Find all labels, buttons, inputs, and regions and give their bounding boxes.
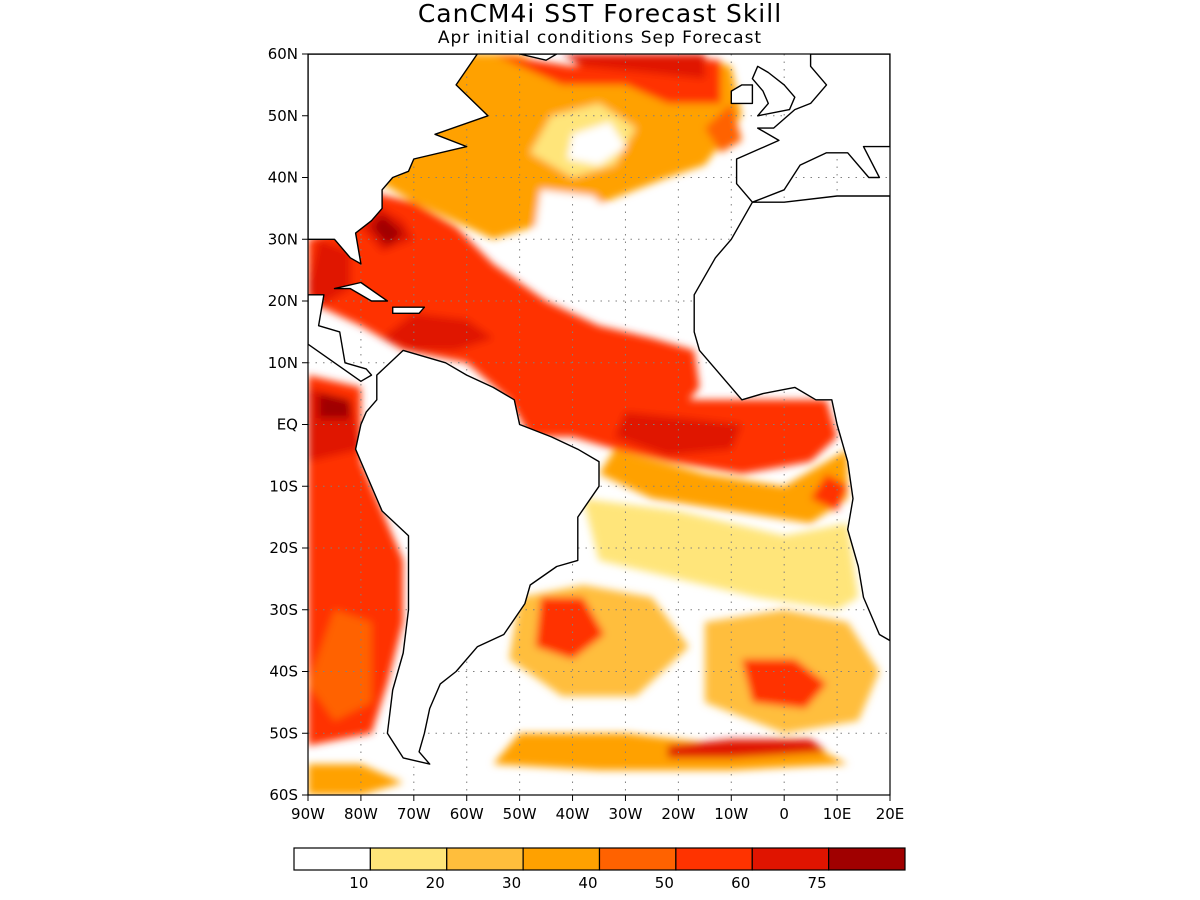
- chart-subtitle: Apr initial conditions Sep Forecast: [437, 28, 763, 48]
- north-america-landmass: [308, 54, 489, 265]
- lat-tick-label: 30N: [268, 230, 298, 248]
- lat-tick-label: 20N: [268, 292, 298, 310]
- skill-region-5: [567, 121, 626, 166]
- skill-region-11: [382, 313, 494, 351]
- colorbar-label: 10: [349, 874, 368, 892]
- hispaniola-landmass: [392, 306, 426, 314]
- skill-region-14: [599, 449, 848, 524]
- colorbar-label: 30: [502, 874, 521, 892]
- colorbar-label: 20: [426, 874, 445, 892]
- lat-tick-label: 10S: [269, 477, 298, 495]
- lon-tick-label: 40W: [556, 805, 590, 823]
- colorbar-swatch-2: [446, 847, 524, 871]
- skill-region-9: [371, 214, 404, 246]
- ireland-landmass: [730, 84, 754, 105]
- lat-tick-label: EQ: [277, 416, 298, 434]
- colorbar: 10 20 30 40 50 60 75: [293, 847, 906, 892]
- greenland-tip-landmass: [518, 54, 558, 61]
- coastlines: [308, 54, 890, 765]
- skill-region-25: [667, 739, 827, 758]
- map-axes: 60N 50N 40N 30N 20N 10N EQ 10S 20S 30S 40S 50S 60S90…: [268, 45, 905, 823]
- lon-tick-label: 10W: [714, 805, 748, 823]
- lat-tick-label: 50S: [269, 724, 298, 742]
- skill-region-18: [318, 393, 351, 419]
- lon-tick-label: 60W: [450, 805, 484, 823]
- skill-region-6: [535, 189, 615, 240]
- skill-region-7: [308, 189, 700, 437]
- mexico-central-america-landmass: [308, 294, 373, 382]
- lon-tick-label: 10E: [823, 805, 852, 823]
- lat-tick-label: 30S: [269, 601, 298, 619]
- lat-tick-label: 20S: [269, 539, 298, 557]
- skill-region-19: [308, 609, 372, 721]
- skill-region-27: [810, 473, 848, 511]
- colorbar-swatch-6: [751, 847, 830, 871]
- south-america-landmass: [354, 349, 600, 765]
- colorbar-swatch-0: [293, 847, 371, 871]
- lat-tick-label: 60N: [268, 45, 298, 63]
- lon-tick-label: 90W: [291, 805, 325, 823]
- colorbar-label: 75: [808, 874, 827, 892]
- lon-tick-label: 80W: [344, 805, 378, 823]
- lon-tick-label: 0: [779, 805, 789, 823]
- skill-region-26: [308, 764, 404, 795]
- skill-region-21: [535, 597, 605, 660]
- colorbar-swatch-4: [598, 847, 677, 871]
- colorbar-label: 60: [731, 874, 750, 892]
- chart-title: CanCM4i SST Forecast Skill: [417, 0, 783, 28]
- skill-region-15: [583, 498, 859, 610]
- skill-region-3: [704, 103, 742, 153]
- colorbar-swatch-3: [522, 847, 601, 871]
- colorbar-swatch-7: [828, 847, 906, 871]
- lat-tick-label: 60S: [269, 786, 298, 804]
- colorbar-swatch-5: [675, 847, 753, 871]
- lon-tick-label: 70W: [397, 805, 431, 823]
- africa-landmass: [693, 195, 890, 642]
- skill-region-23: [741, 659, 827, 709]
- skill-region-20: [509, 585, 689, 697]
- skill-region-13: [614, 412, 742, 456]
- lat-tick-label: 40N: [268, 169, 298, 187]
- colorbar-swatch-1: [369, 847, 448, 871]
- colorbar-label: 50: [655, 874, 674, 892]
- lon-tick-label: 20E: [876, 805, 905, 823]
- lat-tick-label: 50N: [268, 107, 298, 125]
- cuba-landmass: [333, 281, 389, 302]
- lon-tick-label: 30W: [608, 805, 642, 823]
- colorbar-label: 40: [578, 874, 597, 892]
- great-britain-landmass: [751, 65, 796, 117]
- lon-tick-label: 20W: [661, 805, 695, 823]
- lat-tick-label: 40S: [269, 663, 298, 681]
- lon-tick-label: 50W: [503, 805, 537, 823]
- lat-tick-label: 10N: [268, 354, 298, 372]
- europe-landmass: [735, 54, 890, 203]
- skill-region-10: [308, 239, 351, 308]
- skill-region-2: [562, 54, 705, 79]
